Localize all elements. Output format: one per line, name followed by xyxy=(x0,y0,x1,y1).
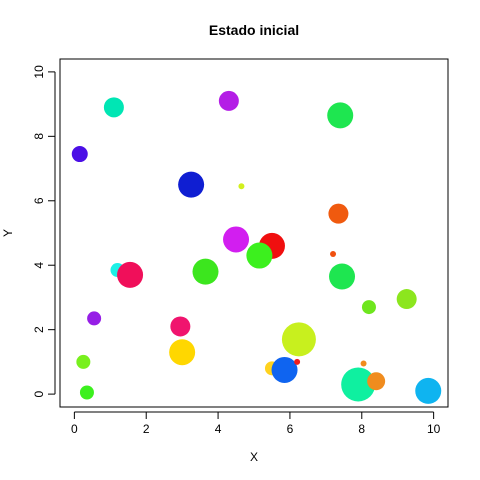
data-point xyxy=(360,360,367,367)
x-tick-label: 0 xyxy=(71,422,78,436)
x-tick-label: 6 xyxy=(287,422,294,436)
data-point xyxy=(79,385,94,400)
data-point xyxy=(87,311,102,326)
data-point xyxy=(294,358,301,365)
data-point xyxy=(218,90,239,111)
x-axis: 0 2 4 6 8 10 xyxy=(71,411,441,436)
y-tick-label: 2 xyxy=(32,326,46,333)
data-point xyxy=(327,102,354,129)
data-point xyxy=(178,171,205,198)
data-point xyxy=(238,183,245,190)
data-points xyxy=(71,90,442,404)
data-point xyxy=(367,372,386,391)
data-point xyxy=(329,263,356,290)
x-tick-label: 8 xyxy=(358,422,365,436)
data-point xyxy=(192,258,219,285)
data-point xyxy=(361,300,376,315)
y-axis: 0 2 4 6 8 10 xyxy=(32,65,56,397)
data-point xyxy=(271,356,298,383)
data-point xyxy=(223,226,250,253)
y-tick-label: 10 xyxy=(32,65,46,79)
y-tick-label: 8 xyxy=(32,133,46,140)
data-point xyxy=(103,97,124,118)
plot-area-frame xyxy=(59,58,449,408)
data-point xyxy=(169,339,196,366)
x-axis-title: X xyxy=(250,450,258,464)
data-point xyxy=(415,377,442,404)
data-point xyxy=(396,289,417,310)
chart-title: Estado inicial xyxy=(209,22,299,38)
data-point xyxy=(330,250,337,257)
x-tick-label: 10 xyxy=(427,422,441,436)
data-point xyxy=(117,261,144,288)
y-tick-label: 6 xyxy=(32,197,46,204)
data-point xyxy=(246,242,273,269)
y-axis-title: Y xyxy=(1,229,15,237)
x-tick-label: 4 xyxy=(215,422,222,436)
data-point xyxy=(170,316,191,337)
data-point xyxy=(71,146,88,163)
data-point xyxy=(341,367,376,402)
x-tick-label: 2 xyxy=(143,422,150,436)
y-tick-label: 0 xyxy=(32,390,46,397)
y-tick-label: 4 xyxy=(32,262,46,269)
data-point xyxy=(76,354,91,369)
data-point xyxy=(328,203,349,224)
data-point xyxy=(281,322,316,357)
